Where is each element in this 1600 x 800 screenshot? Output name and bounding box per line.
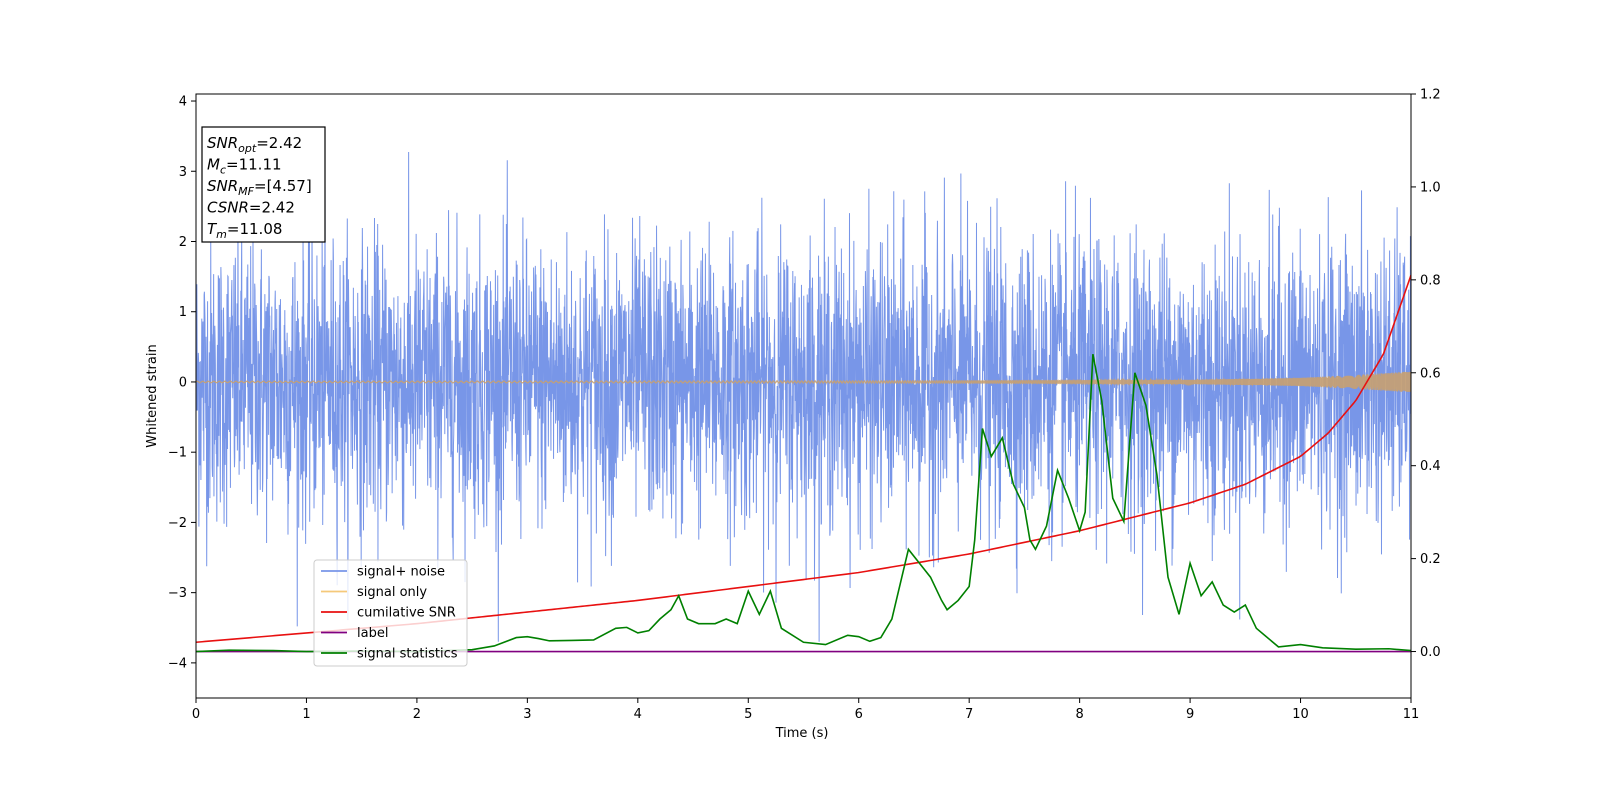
x-tick-label: 10 [1292, 707, 1309, 722]
x-tick-label: 8 [1075, 707, 1083, 722]
y-right-tick-label: 0.6 [1420, 366, 1441, 381]
legend-label-signal-statistics: signal statistics [357, 647, 458, 662]
x-tick-label: 6 [855, 707, 863, 722]
x-axis-label: Time (s) [775, 726, 829, 741]
y-left-tick-label: 4 [179, 95, 187, 110]
x-tick-label: 0 [192, 707, 200, 722]
y-left-tick-label: 1 [179, 305, 187, 320]
y-right-tick-label: 0.8 [1420, 273, 1441, 288]
y-left-tick-label: −1 [168, 446, 187, 461]
x-tick-label: 7 [965, 707, 973, 722]
y-left-tick-label: −4 [168, 656, 187, 671]
series-signal-only-line [196, 371, 1411, 392]
y-right-tick-label: 0.4 [1420, 459, 1441, 474]
y-right-tick-label: 1.2 [1420, 88, 1441, 103]
y-left-tick-label: −3 [168, 586, 187, 601]
info-box-line: SNRMF=[4.57] [207, 177, 312, 198]
legend-label-label: label [357, 626, 388, 641]
legend-frame [313, 559, 468, 667]
info-box-line: Mc=11.11 [207, 156, 282, 177]
x-tick-label: 3 [523, 707, 531, 722]
x-tick-label: 1 [302, 707, 310, 722]
info-box-frame [201, 126, 326, 243]
x-tick-label: 9 [1186, 707, 1194, 722]
plot-frame [195, 93, 1412, 699]
info-box-line: Tm=11.08 [207, 220, 282, 241]
legend-label-signal-noise: signal+ noise [357, 565, 445, 580]
x-tick-label: 11 [1403, 707, 1420, 722]
y-axis-label: Whitened strain [145, 344, 160, 447]
x-tick-label: 5 [744, 707, 752, 722]
series-signal-statistics-line [196, 354, 1411, 653]
legend-label-cumilative-snr: cumilative SNR [357, 606, 456, 621]
y-right-tick-label: 1.0 [1420, 180, 1441, 195]
info-box: SNRopt=2.42Mc=11.11SNRMF=[4.57]CSNR=2.42… [201, 126, 326, 243]
y-left-tick-label: 2 [179, 235, 187, 250]
x-tick-label: 4 [634, 707, 642, 722]
y-right-tick-label: 0.0 [1420, 645, 1441, 660]
info-box-line: CSNR=2.42 [207, 199, 295, 217]
info-box-line: SNRopt=2.42 [207, 134, 302, 155]
legend-label-signal-only: signal only [357, 585, 427, 600]
legend: signal+ noise signal only cumilative SNR la… [313, 559, 468, 667]
y-left-tick-label: 3 [179, 165, 187, 180]
y-left-tick-label: 0 [179, 375, 187, 390]
y-right-tick-label: 0.2 [1420, 552, 1441, 567]
axes: 0 1 2 3 4 5 6 7 8 9 10 1143210−1−2−3−41.21.00.80.60… [168, 88, 1441, 723]
y-left-tick-label: −2 [168, 516, 187, 531]
x-tick-label: 2 [413, 707, 421, 722]
